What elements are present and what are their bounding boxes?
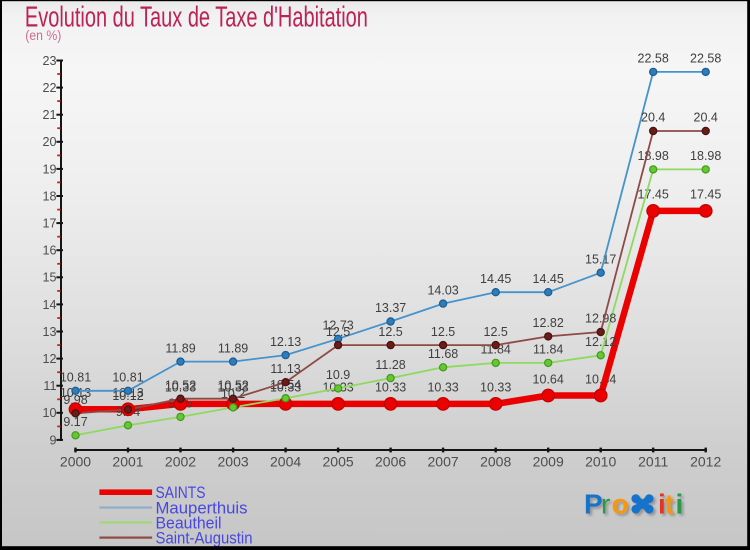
svg-text:SAINTS: SAINTS [156,484,206,502]
svg-text:12.73: 12.73 [322,319,353,333]
svg-text:2000: 2000 [60,453,91,469]
svg-text:12.5: 12.5 [431,325,455,339]
svg-text:20.4: 20.4 [694,111,718,125]
svg-text:Saint-Augustin: Saint-Augustin [156,529,253,547]
svg-text:Evolution du Taux de Taxe d'Ha: Evolution du Taux de Taxe d'Habitation [25,2,368,34]
svg-text:17: 17 [42,217,56,231]
svg-text:12.12: 12.12 [585,335,616,349]
svg-text:9.98: 9.98 [63,393,87,407]
svg-text:13.37: 13.37 [375,301,406,315]
svg-text:11.84: 11.84 [533,343,563,357]
svg-text:2007: 2007 [428,453,459,469]
svg-text:22.58: 22.58 [638,52,669,66]
svg-text:12.82: 12.82 [533,316,564,330]
svg-text:12.5: 12.5 [378,325,402,339]
svg-text:22: 22 [42,81,56,95]
svg-text:17.45: 17.45 [638,188,669,202]
svg-text:15.17: 15.17 [585,252,616,266]
svg-text:22.58: 22.58 [690,52,721,66]
svg-text:i: i [676,489,684,520]
svg-text:11.68: 11.68 [428,347,458,361]
svg-text:P: P [584,489,603,520]
svg-text:2005: 2005 [323,453,354,469]
svg-text:10.52: 10.52 [217,378,248,392]
svg-text:10.52: 10.52 [165,378,196,392]
svg-text:19: 19 [42,162,56,176]
svg-text:14: 14 [42,298,56,312]
svg-text:10.81: 10.81 [112,371,143,385]
svg-text:11.84: 11.84 [481,343,511,357]
svg-text:17.45: 17.45 [690,188,721,202]
svg-text:t: t [665,489,674,520]
svg-text:12.13: 12.13 [270,335,301,349]
svg-text:16: 16 [42,244,56,258]
svg-text:15: 15 [42,271,56,285]
svg-text:2010: 2010 [585,453,616,469]
svg-text:2003: 2003 [218,453,249,469]
svg-text:2008: 2008 [480,453,511,469]
svg-text:2001: 2001 [112,453,143,469]
svg-text:11.28: 11.28 [375,358,405,372]
svg-text:10.33: 10.33 [427,381,458,395]
svg-text:10.33: 10.33 [217,381,248,395]
svg-text:23: 23 [42,54,56,68]
svg-text:9: 9 [49,433,56,447]
svg-text:9.17: 9.17 [63,415,87,429]
svg-text:2006: 2006 [375,453,406,469]
svg-text:r: r [601,489,610,520]
svg-text:2011: 2011 [638,453,668,469]
svg-text:10.9: 10.9 [326,368,350,382]
svg-text:18.98: 18.98 [638,149,669,163]
svg-text:10.64: 10.64 [533,372,564,386]
svg-text:10.33: 10.33 [375,381,406,395]
svg-text:11: 11 [43,379,56,393]
svg-text:12: 12 [42,352,56,366]
svg-text:2004: 2004 [270,453,301,469]
svg-text:18.98: 18.98 [690,149,721,163]
svg-text:o: o [612,489,629,520]
svg-text:10.33: 10.33 [165,381,196,395]
svg-text:13: 13 [42,325,56,339]
svg-text:14.03: 14.03 [427,283,458,297]
svg-text:12.5: 12.5 [326,325,350,339]
svg-text:20.4: 20.4 [641,111,665,125]
svg-text:11.13: 11.13 [270,362,300,376]
svg-text:(en %): (en %) [25,28,61,43]
svg-text:10.12: 10.12 [112,389,143,403]
svg-text:i: i [658,489,666,520]
svg-text:Mauperthuis: Mauperthuis [156,499,248,517]
svg-text:2002: 2002 [165,453,196,469]
svg-text:18: 18 [42,189,56,203]
svg-text:Beautheil: Beautheil [156,514,222,532]
svg-text:2012: 2012 [690,453,721,469]
svg-text:20: 20 [42,135,56,149]
svg-text:14.45: 14.45 [533,272,564,286]
svg-text:12.98: 12.98 [585,312,616,326]
svg-text:12.5: 12.5 [484,325,508,339]
svg-text:10: 10 [42,406,56,420]
svg-text:10.81: 10.81 [60,371,91,385]
svg-text:2009: 2009 [533,453,564,469]
svg-text:10.33: 10.33 [480,381,511,395]
svg-text:11.89: 11.89 [218,341,248,355]
svg-text:11.89: 11.89 [165,341,195,355]
svg-text:14.45: 14.45 [480,272,511,286]
svg-text:21: 21 [42,108,56,122]
